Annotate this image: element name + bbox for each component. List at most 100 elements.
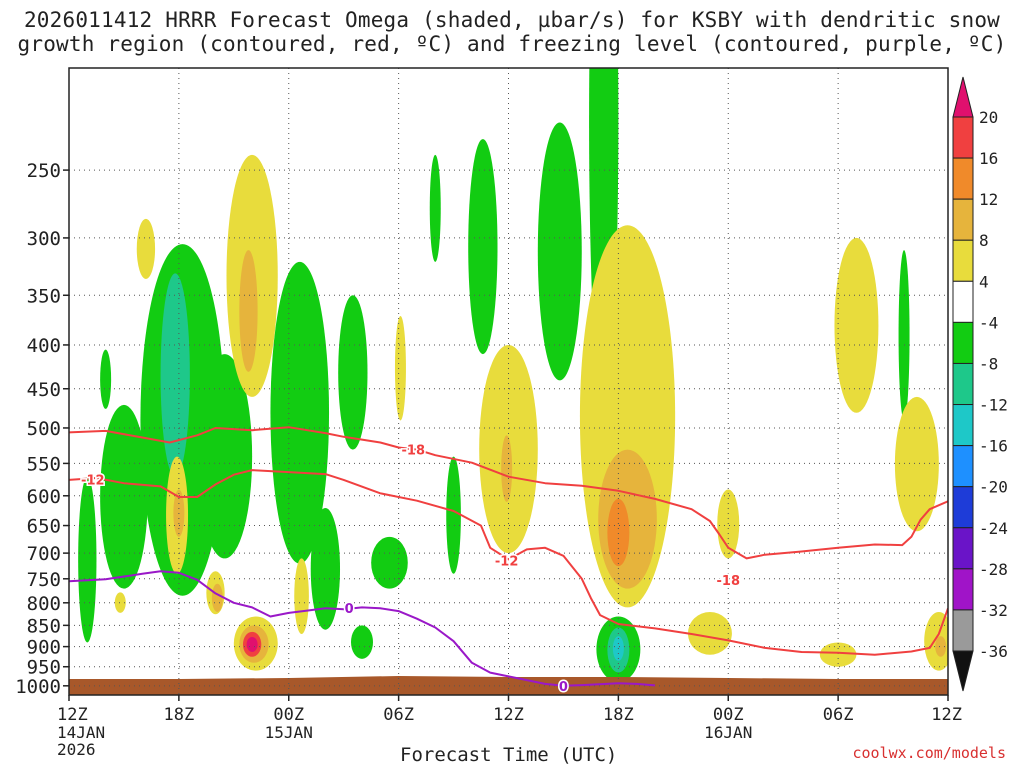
colorbar-label: 4 — [979, 272, 989, 291]
x-tick-label: 06Z — [383, 705, 414, 725]
omega-region-12 — [607, 498, 630, 567]
omega-region--4 — [100, 404, 148, 589]
chart-title-line1: 2026011412 HRRR Forecast Omega (shaded, … — [23, 8, 1001, 32]
contour-label-minus18: -18 — [402, 444, 426, 459]
y-tick-label: 850 — [27, 615, 61, 637]
chart-title-line2: growth region (contoured, red, ºC) and f… — [17, 32, 1007, 56]
omega-region-4 — [394, 315, 406, 421]
colorbar-label: -16 — [979, 437, 1008, 456]
omega-region-4 — [834, 237, 879, 413]
x-axis-title: Forecast Time (UTC) — [400, 744, 618, 766]
omega-region--4 — [338, 295, 368, 450]
contour-label-zero: 0 — [559, 680, 568, 695]
x-tick-label: 18Z — [164, 705, 195, 725]
colorbar-label: -36 — [979, 642, 1008, 661]
x-tick-year: 2026 — [57, 740, 96, 759]
colorbar-swatch — [952, 404, 974, 447]
omega-region--4 — [100, 349, 112, 409]
x-tick-label: 12Z — [57, 705, 88, 725]
contour-label-zero: 0 — [345, 602, 354, 617]
colorbar-label: -4 — [979, 313, 998, 332]
colorbar-swatch — [952, 445, 974, 488]
y-tick-label: 800 — [27, 593, 61, 615]
colorbar-swatch — [952, 486, 974, 529]
colorbar-swatch — [952, 157, 974, 200]
omega-region--4 — [310, 507, 341, 630]
omega-region--4 — [371, 536, 408, 589]
colorbar-label: -8 — [979, 354, 998, 373]
y-tick-label: 750 — [27, 569, 61, 591]
omega-region-20 — [246, 636, 258, 652]
colorbar-label: -12 — [979, 396, 1008, 415]
y-tick-label: 700 — [27, 543, 61, 565]
omega-region--4 — [197, 354, 253, 559]
x-tick-date: 15JAN — [265, 723, 313, 742]
omega-region--4 — [351, 625, 373, 659]
omega-region-8 — [239, 250, 258, 372]
contour-line-minus18 — [69, 426, 948, 560]
colorbar-label: 16 — [979, 149, 998, 168]
colorbar-swatch — [952, 198, 974, 241]
omega-region--4 — [429, 154, 441, 262]
x-tick-label: 00Z — [273, 705, 304, 725]
omega-region-8 — [211, 583, 223, 612]
x-tick-date: 14JAN — [57, 723, 105, 742]
colorbar-label: 12 — [979, 190, 998, 209]
y-tick-label: 1000 — [15, 676, 61, 698]
omega-region-8 — [501, 435, 513, 502]
omega-region--4 — [446, 456, 461, 574]
omega-region--4 — [468, 139, 498, 355]
colorbar-swatch — [952, 280, 974, 323]
colorbar-bottom-arrow — [952, 650, 974, 692]
omega-region-4 — [114, 592, 126, 613]
omega-region--4 — [898, 250, 910, 421]
colorbar-label: -28 — [979, 560, 1008, 579]
omega-region-4 — [294, 558, 309, 635]
omega-region--4 — [270, 261, 330, 564]
contour-label-minus18: -18 — [717, 574, 741, 589]
omega-region--4 — [78, 476, 97, 643]
contour-label-minus12: -12 — [495, 554, 519, 569]
colorbar-swatch — [952, 568, 974, 611]
y-tick-label: 550 — [27, 453, 61, 475]
colorbar-label: -20 — [979, 478, 1008, 497]
colorbar-swatch — [952, 116, 974, 159]
colorbar-label: 8 — [979, 231, 989, 250]
terrain-fill — [69, 676, 948, 695]
credit-text: coolwx.com/models — [852, 744, 1006, 762]
x-tick-date: 16JAN — [704, 723, 752, 742]
y-tick-label: 600 — [27, 486, 61, 508]
colorbar-swatch — [952, 321, 974, 364]
contour-label-minus12: -12 — [81, 473, 105, 488]
colorbar-swatch — [952, 609, 974, 652]
x-tick-label: 12Z — [931, 705, 962, 725]
y-tick-label: 450 — [27, 379, 61, 401]
y-tick-label: 650 — [27, 516, 61, 538]
omega-region--8 — [160, 273, 190, 477]
y-tick-label: 350 — [27, 285, 61, 307]
omega-region-4 — [687, 611, 732, 655]
x-tick-label: 00Z — [713, 705, 744, 725]
y-tick-label: 250 — [27, 160, 61, 182]
omega-region-4 — [894, 396, 939, 532]
y-tick-label: 950 — [27, 657, 61, 679]
y-tick-label: 400 — [27, 335, 61, 357]
y-tick-label: 900 — [27, 637, 61, 659]
contour-line-zero — [69, 570, 656, 687]
colorbar-label: -24 — [979, 519, 1008, 538]
colorbar-label: 20 — [979, 108, 998, 127]
colorbar-swatch — [952, 239, 974, 282]
colorbar-top-arrow — [952, 76, 974, 118]
x-tick-label: 12Z — [493, 705, 524, 725]
colorbar-swatch — [952, 362, 974, 406]
y-tick-label: 500 — [27, 418, 61, 440]
colorbar: 20 16 12 8 4 -4 -8 -12 -16 -20 -24 -28 -32 -36 — [952, 76, 1008, 692]
omega-region-4 — [819, 642, 857, 667]
omega-region-8 — [935, 636, 947, 657]
omega-region--4 — [537, 122, 582, 381]
y-tick-label: 300 — [27, 228, 61, 250]
x-tick-label: 06Z — [823, 705, 854, 725]
omega-region-4 — [136, 218, 156, 279]
colorbar-label: -32 — [979, 601, 1008, 620]
